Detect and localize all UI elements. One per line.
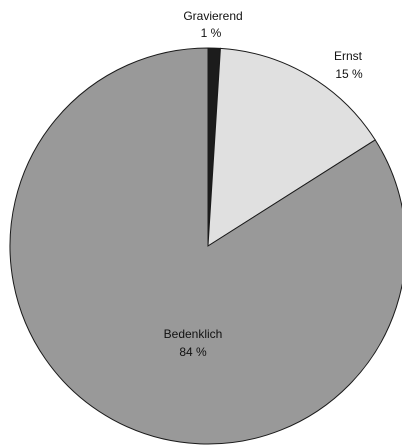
pie-slice-ernst (207, 47, 376, 247)
slice-value-bedenklich: 84 % (179, 345, 207, 359)
slice-value-ernst: 15 % (335, 67, 363, 81)
slice-label-gravierend: Gravierend (183, 9, 242, 23)
slice-value-gravierend: 1 % (201, 26, 222, 40)
slice-label-bedenklich: Bedenklich (164, 327, 223, 341)
pie-slice-bedenklich (9, 47, 402, 445)
pie-slices (9, 47, 402, 445)
slice-label-ernst: Ernst (334, 49, 363, 63)
